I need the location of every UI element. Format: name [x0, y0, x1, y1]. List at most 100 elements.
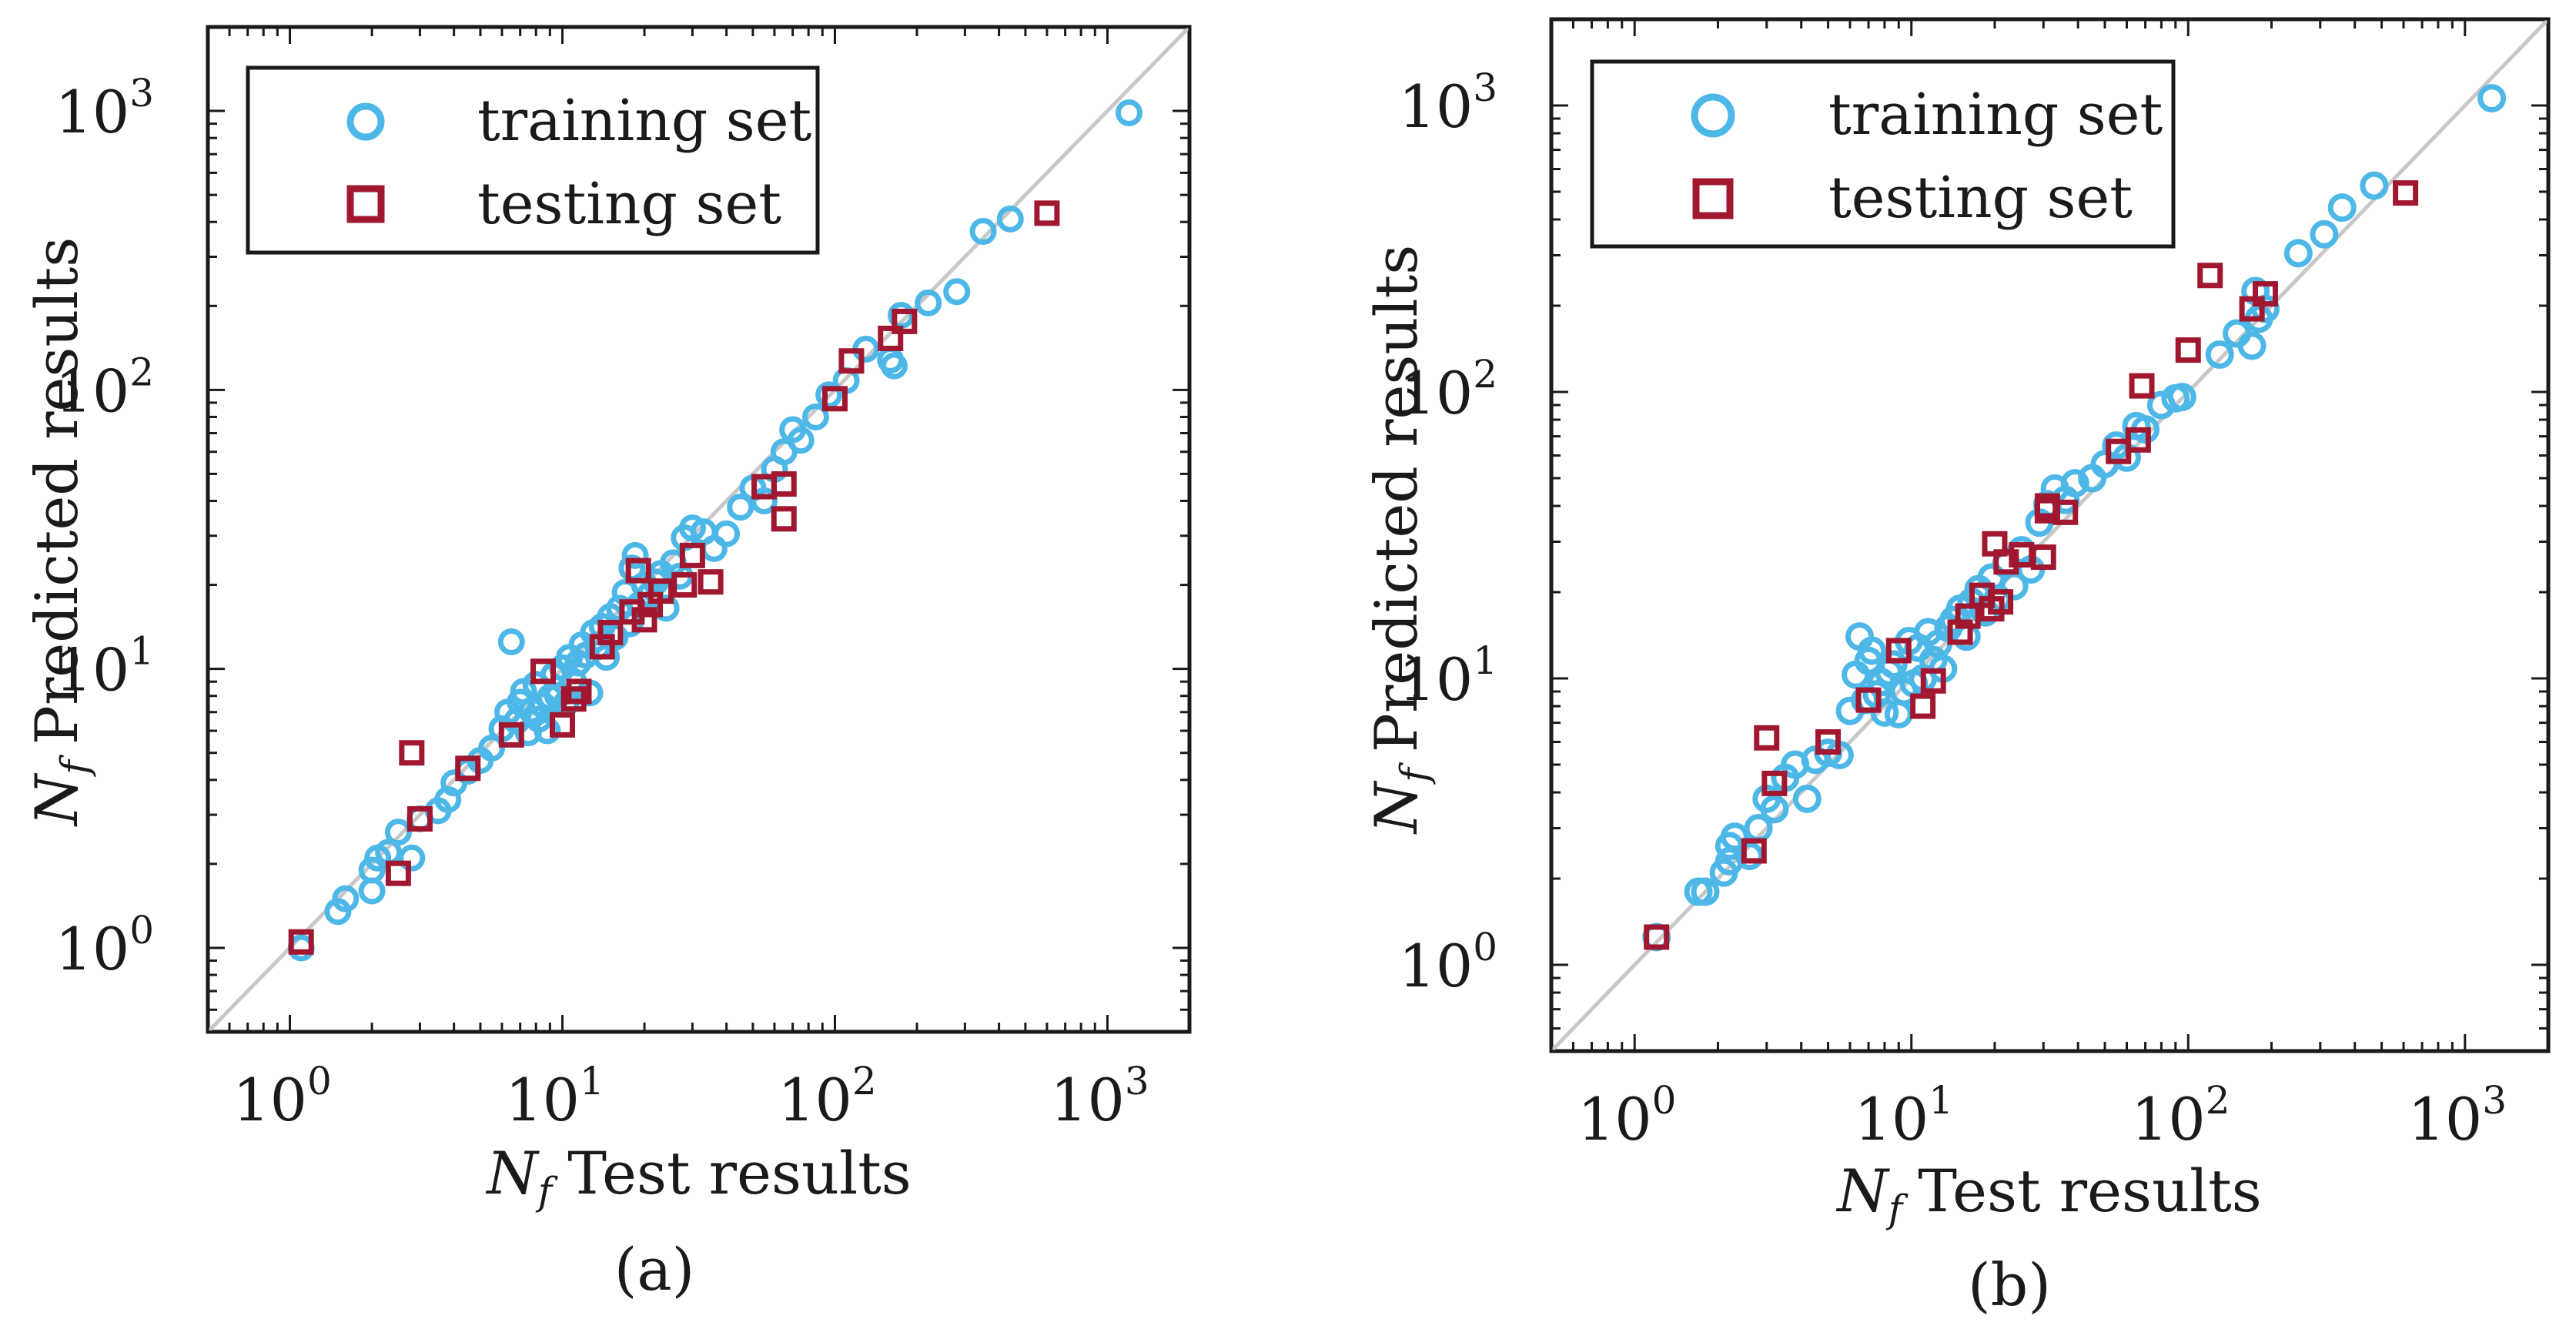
- testing-point: [2252, 281, 2278, 307]
- testing-point: [1855, 687, 1882, 713]
- testing-point: [597, 619, 624, 645]
- training-point: [1115, 99, 1142, 126]
- testing-point: [2197, 263, 2223, 289]
- testing-point: [1644, 924, 1670, 950]
- testing-point: [498, 722, 524, 748]
- testing-point: [385, 860, 411, 886]
- training-point: [2327, 193, 2357, 223]
- y-axis-label: NfPredicted results: [22, 237, 97, 827]
- testing-point: [671, 572, 698, 598]
- legend-training-label: training set: [477, 88, 812, 154]
- training-point: [398, 844, 426, 872]
- legend-training-label: training set: [1828, 82, 2163, 148]
- legend: training set testing set: [1590, 59, 2176, 249]
- training-point: [2250, 294, 2280, 323]
- training-point: [2060, 469, 2089, 498]
- x-tick-label: 100: [233, 1059, 332, 1134]
- legend: training set testing set: [246, 65, 820, 255]
- y-tick-label: 103: [1398, 65, 1497, 141]
- training-point: [2205, 340, 2234, 370]
- training-point: [1792, 784, 1822, 813]
- y-tick-label: 101: [1398, 638, 1497, 714]
- y-tick-label: 100: [55, 908, 154, 983]
- testing-point: [2030, 544, 2056, 571]
- testing-point: [399, 740, 425, 766]
- y-tick-label: 103: [55, 71, 154, 146]
- testing-point: [1955, 603, 1981, 629]
- legend-testing-label: testing set: [477, 171, 781, 237]
- testing-point: [530, 658, 557, 685]
- panel-label: (b): [1968, 1251, 2051, 1319]
- testing-point: [1993, 549, 2019, 575]
- testing-point: [679, 542, 705, 568]
- training-point: [2477, 84, 2507, 113]
- x-tick-label: 101: [1854, 1078, 1953, 1154]
- x-tick-labels: 100 101 102 103: [233, 1059, 1149, 1134]
- training-point: [384, 819, 412, 846]
- testing-point: [288, 929, 314, 955]
- training-point: [1878, 650, 1908, 679]
- testing-point: [771, 471, 797, 497]
- training-point: [727, 494, 754, 521]
- training-point: [2283, 239, 2313, 268]
- panel-b: 100 101 102 103 100 101 102 103 training set t…: [1362, 17, 2551, 1319]
- testing-point: [550, 712, 576, 738]
- testing-point: [2052, 499, 2079, 525]
- training-point: [751, 487, 778, 515]
- x-tick-label: 103: [1050, 1059, 1149, 1134]
- testing-point: [878, 325, 904, 351]
- y-tick-label: 102: [55, 350, 154, 425]
- x-tick-labels: 100 101 102 103: [1577, 1078, 2507, 1154]
- x-tick-label: 103: [2408, 1078, 2507, 1154]
- testing-point: [2129, 373, 2155, 399]
- training-point: [943, 278, 971, 306]
- x-axis-label: Nf Test results: [1835, 1157, 2262, 1231]
- training-point: [787, 427, 815, 454]
- testing-point: [1910, 693, 1936, 719]
- training-point: [996, 205, 1024, 233]
- training-point: [1735, 842, 1764, 871]
- training-point: [815, 381, 843, 409]
- y-tick-label: 101: [55, 629, 154, 705]
- legend-testing-label: testing set: [1828, 165, 2133, 231]
- testing-point: [771, 506, 797, 532]
- testing-point: [1885, 638, 1912, 664]
- axis-ticks: [206, 25, 1191, 1033]
- legend-testing-marker: [1692, 178, 1734, 219]
- x-tick-label: 102: [778, 1059, 877, 1134]
- training-point: [332, 885, 360, 912]
- y-tick-labels: 100 101 102 103: [55, 71, 154, 983]
- testing-point: [2393, 180, 2419, 206]
- x-tick-label: 102: [2131, 1078, 2230, 1154]
- x-axis-label: Nf Test results: [485, 1139, 912, 1214]
- testing-point: [455, 755, 481, 782]
- testing-point: [1754, 725, 1780, 751]
- panel-label: (a): [614, 1235, 695, 1304]
- testing-point: [821, 386, 848, 412]
- training-point: [621, 541, 649, 569]
- testing-point: [631, 607, 657, 633]
- training-point: [1760, 795, 1789, 824]
- testing-point: [648, 578, 674, 604]
- y-axis-label: NfPredicted results: [1362, 245, 1437, 835]
- legend-box: [1590, 59, 2176, 249]
- training-point: [497, 628, 525, 656]
- training-point: [915, 289, 942, 316]
- legend-training-marker: [346, 102, 385, 141]
- testing-point: [2175, 337, 2201, 363]
- training-point: [2310, 219, 2339, 249]
- training-point: [2360, 171, 2389, 200]
- testing-point: [1034, 200, 1060, 226]
- testing-point: [1988, 589, 2014, 615]
- testing-point: [892, 308, 918, 334]
- testing-set-series: [1644, 180, 2419, 950]
- training-point: [534, 717, 561, 745]
- legend-box: [246, 65, 820, 255]
- training-point: [2237, 331, 2267, 360]
- training-point: [880, 352, 908, 380]
- y-tick-labels: 100 101 102 103: [1398, 65, 1497, 1000]
- testing-point: [566, 678, 592, 705]
- training-point: [1720, 822, 1749, 852]
- training-point: [969, 217, 997, 245]
- training-point: [801, 403, 829, 430]
